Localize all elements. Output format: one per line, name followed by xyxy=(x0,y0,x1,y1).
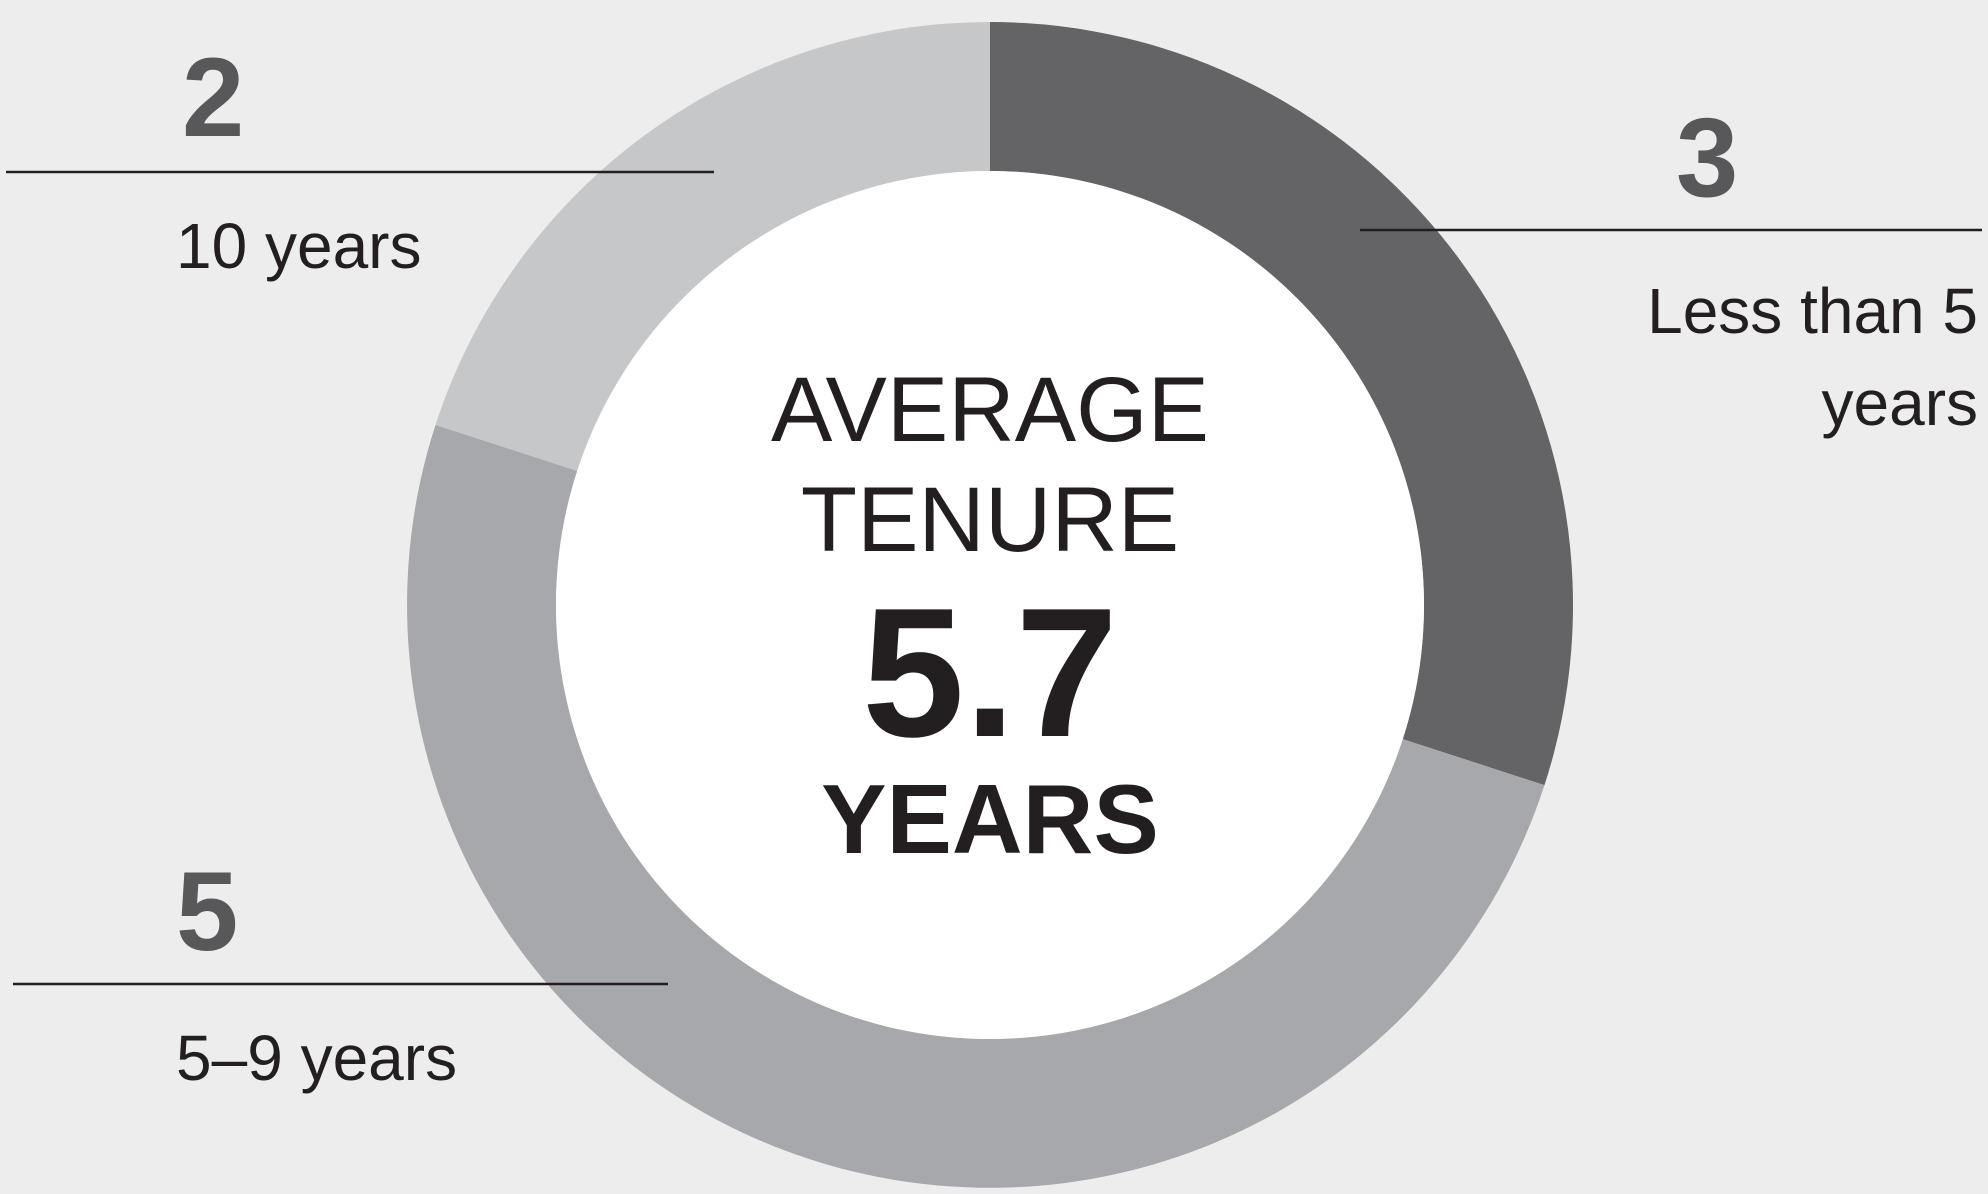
category-label: Less than 5 years xyxy=(1647,275,1978,439)
donut-hole xyxy=(556,171,1424,1039)
category-label: 5–9 years xyxy=(176,1022,458,1094)
center-title: AVERAGE TENURE xyxy=(771,359,1209,571)
center-unit: YEARS xyxy=(821,764,1159,874)
donut-segment xyxy=(435,22,990,471)
data-label: 2 xyxy=(182,35,245,160)
center-value: 5.7 xyxy=(862,569,1118,775)
donut-segment xyxy=(990,22,1573,786)
data-label: 5 xyxy=(176,849,239,974)
category-label: 10 years xyxy=(176,210,422,282)
data-label: 3 xyxy=(1676,95,1739,220)
donut-segment xyxy=(407,424,1545,1188)
